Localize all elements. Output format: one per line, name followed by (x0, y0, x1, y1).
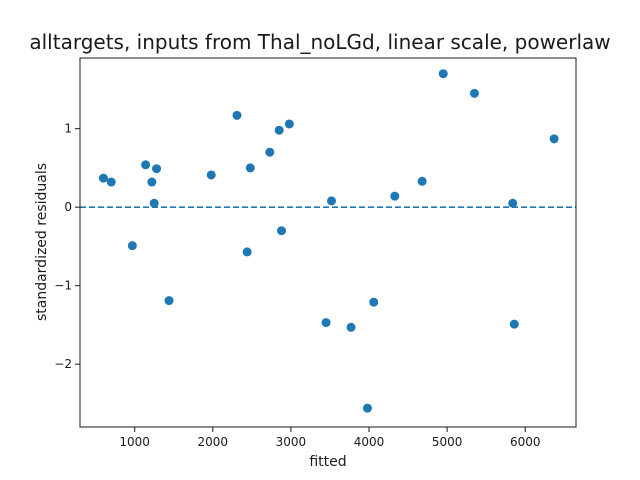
x-tick-label: 2000 (198, 435, 229, 449)
data-point (98, 173, 108, 183)
data-point (245, 163, 255, 173)
data-point (274, 125, 284, 135)
axes-frame (79, 57, 577, 428)
data-point (149, 198, 159, 208)
chart-title: alltargets, inputs from Thal_noLGd, line… (29, 30, 610, 54)
y-axis-label: standardized residuals (34, 163, 50, 321)
x-tick-label: 5000 (432, 435, 463, 449)
data-point (164, 296, 174, 306)
y-tick-label: 1 (64, 122, 72, 136)
data-point (265, 147, 275, 157)
y-tick-label: −2 (54, 357, 72, 371)
data-point (106, 177, 116, 187)
data-point (509, 319, 519, 329)
x-axis-label: fitted (309, 454, 346, 470)
data-point (390, 191, 400, 201)
data-point (242, 247, 252, 257)
data-point (362, 403, 372, 413)
x-tick-label: 6000 (510, 435, 541, 449)
data-point (284, 119, 294, 129)
data-point (152, 164, 162, 174)
data-point (508, 198, 518, 208)
data-point (549, 134, 559, 144)
data-point (346, 322, 356, 332)
data-point (147, 177, 157, 187)
data-point (327, 196, 337, 206)
plot-area (80, 69, 576, 413)
data-point (469, 88, 479, 98)
data-point (277, 226, 287, 236)
y-tick-label: −1 (54, 279, 72, 293)
data-point (127, 241, 137, 251)
data-point (141, 160, 151, 170)
data-point (438, 69, 448, 79)
data-point (232, 110, 242, 120)
data-point (369, 297, 379, 307)
x-tick-label: 3000 (276, 435, 307, 449)
data-point (206, 170, 216, 180)
data-point (417, 176, 427, 186)
data-point (321, 318, 331, 328)
x-tick-label: 4000 (354, 435, 385, 449)
y-tick-label: 0 (64, 200, 72, 214)
x-tick-label: 1000 (119, 435, 150, 449)
